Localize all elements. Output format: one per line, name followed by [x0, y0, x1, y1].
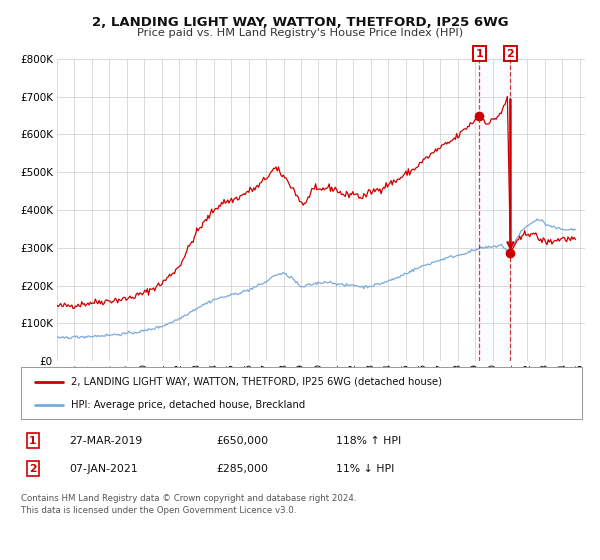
Text: £650,000: £650,000	[216, 436, 268, 446]
Text: 2, LANDING LIGHT WAY, WATTON, THETFORD, IP25 6WG (detached house): 2, LANDING LIGHT WAY, WATTON, THETFORD, …	[71, 377, 442, 387]
Text: 2: 2	[29, 464, 37, 474]
Text: 1: 1	[29, 436, 37, 446]
Text: 2: 2	[506, 49, 514, 59]
Text: HPI: Average price, detached house, Breckland: HPI: Average price, detached house, Brec…	[71, 400, 306, 410]
Text: 11% ↓ HPI: 11% ↓ HPI	[336, 464, 394, 474]
Text: Contains HM Land Registry data © Crown copyright and database right 2024.
This d: Contains HM Land Registry data © Crown c…	[21, 494, 356, 515]
Bar	[479, 59, 511, 361]
Text: 07-JAN-2021: 07-JAN-2021	[69, 464, 137, 474]
Text: £285,000: £285,000	[216, 464, 268, 474]
Text: Price paid vs. HM Land Registry's House Price Index (HPI): Price paid vs. HM Land Registry's House …	[137, 28, 463, 38]
Text: 118% ↑ HPI: 118% ↑ HPI	[336, 436, 401, 446]
Text: 1: 1	[475, 49, 483, 59]
Text: 2, LANDING LIGHT WAY, WATTON, THETFORD, IP25 6WG: 2, LANDING LIGHT WAY, WATTON, THETFORD, …	[92, 16, 508, 29]
Text: 27-MAR-2019: 27-MAR-2019	[69, 436, 142, 446]
